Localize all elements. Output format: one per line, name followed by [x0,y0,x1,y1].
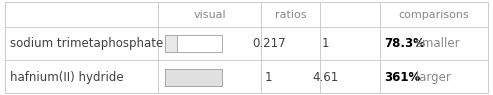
Text: 0.217: 0.217 [252,37,285,50]
Bar [165,35,222,52]
Text: 4.61: 4.61 [312,71,339,84]
Text: larger: larger [412,71,451,84]
Text: 1: 1 [265,71,273,84]
Text: 78.3%: 78.3% [385,37,425,50]
Text: sodium trimetaphosphate: sodium trimetaphosphate [10,37,163,50]
Text: 1: 1 [321,37,329,50]
Text: comparisons: comparisons [398,10,469,20]
Text: hafnium(II) hydride: hafnium(II) hydride [10,71,123,84]
Text: 361%: 361% [385,71,421,84]
Bar [165,69,222,86]
Text: visual: visual [193,10,226,20]
Bar [165,69,222,86]
Text: ratios: ratios [275,10,307,20]
Bar [165,35,177,52]
Text: smaller: smaller [412,37,459,50]
